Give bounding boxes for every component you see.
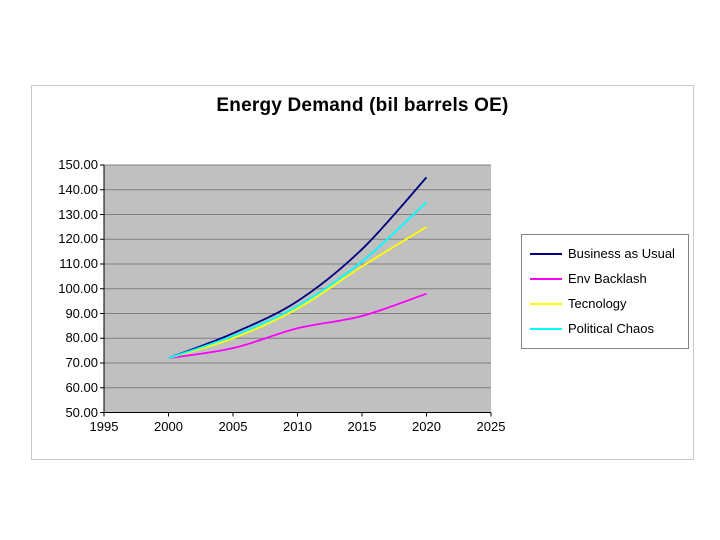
y-tick-label: 120.00	[58, 231, 98, 247]
y-tick-label: 150.00	[58, 157, 98, 172]
y-tick-label: 50.00	[65, 404, 98, 420]
legend-line-swatch	[530, 252, 562, 255]
x-tick-label: 2010	[283, 419, 312, 434]
legend-line-swatch	[530, 277, 562, 280]
y-tick-label: 140.00	[58, 181, 98, 197]
legend-entry: Political Chaos	[530, 316, 688, 341]
y-tick-label: 100.00	[58, 280, 98, 296]
x-tick-label: 1995	[89, 419, 119, 434]
y-tick-label: 110.00	[59, 256, 98, 271]
x-tick-label: 2025	[476, 419, 506, 434]
x-tick-label: 2015	[347, 419, 377, 434]
legend-entry: Tecnology	[530, 291, 688, 316]
legend-line-swatch	[530, 302, 562, 305]
legend-label: Political Chaos	[568, 321, 654, 336]
legend-label: Tecnology	[568, 296, 627, 311]
series-line	[168, 176, 428, 359]
legend-entry: Env Backlash	[530, 266, 688, 291]
x-tick-label: 2020	[412, 419, 441, 434]
series-line	[168, 201, 428, 359]
legend-label: Env Backlash	[568, 271, 647, 286]
legend-line-swatch	[530, 327, 562, 330]
plot-area	[100, 164, 492, 417]
legend-label: Business as Usual	[568, 246, 675, 261]
legend: Business as Usual Env Backlash Tecnology Po…	[521, 234, 689, 349]
y-tick-label: 70.00	[65, 355, 98, 370]
x-tick-label: 2005	[218, 419, 248, 434]
y-tick-label: 130.00	[58, 206, 98, 222]
chart-frame: Energy Demand (bil barrels OE) 150.00 140…	[31, 85, 694, 460]
chart-title: Energy Demand (bil barrels OE)	[216, 95, 509, 116]
x-tick-label: 2000	[154, 419, 183, 434]
series-line	[168, 292, 427, 359]
legend-entry: Business as Usual	[530, 241, 688, 266]
y-tick-label: 90.00	[65, 305, 98, 321]
series-line	[168, 226, 427, 359]
y-tick-label: 60.00	[65, 379, 98, 395]
y-tick-label: 80.00	[65, 330, 98, 346]
